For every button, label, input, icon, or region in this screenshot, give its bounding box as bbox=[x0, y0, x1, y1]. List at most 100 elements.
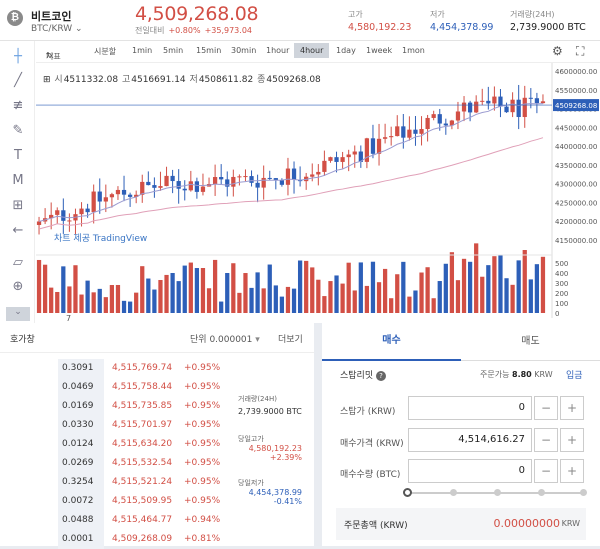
ask-row[interactable]: 0.0072 4,515,509.95 +0.95% bbox=[58, 492, 223, 511]
fullscreen-icon[interactable]: ⛶ bbox=[576, 44, 585, 58]
slider-mark-25[interactable] bbox=[450, 489, 457, 496]
candle-body bbox=[498, 96, 503, 107]
quantity-input[interactable]: 0 bbox=[408, 459, 532, 483]
candle-body bbox=[370, 138, 376, 154]
candle-body bbox=[134, 194, 139, 197]
ask-pct: +0.95% bbox=[184, 420, 221, 430]
candle-body bbox=[291, 168, 297, 180]
order-type-selector[interactable]: 스탑리밋 ? bbox=[340, 368, 386, 381]
candle-body bbox=[431, 114, 436, 118]
candle-body bbox=[334, 157, 339, 162]
volume-bar bbox=[267, 264, 272, 313]
tab-buy[interactable]: 매수 bbox=[322, 323, 461, 361]
ruler-icon[interactable]: ▱ bbox=[13, 255, 23, 270]
slider-mark-100[interactable] bbox=[580, 489, 587, 496]
ask-row[interactable]: 0.3254 4,515,521.24 +0.95% bbox=[58, 473, 223, 492]
orderbook-panel: 호가창 단위 0.000001 ▾ 더보기 0.3091 4,515,769.74… bbox=[0, 323, 314, 549]
change-pct: +0.80% bbox=[168, 26, 201, 35]
volume-bar bbox=[261, 288, 266, 313]
stop-minus-button[interactable]: − bbox=[534, 396, 558, 420]
volume-bar bbox=[516, 260, 521, 313]
pattern-icon[interactable]: M bbox=[12, 173, 24, 188]
volume-bar bbox=[188, 262, 193, 313]
price-chart[interactable]: ┼ ╱ ≢ ✎ T M ⊞ ← ▱ ⊕ ⌄ fx 지표 시분할 1min 5mi… bbox=[0, 41, 600, 323]
fib-icon[interactable]: ≢ bbox=[12, 98, 24, 113]
candle-body bbox=[346, 154, 351, 158]
ask-row[interactable]: 0.0124 4,515,634.20 +0.95% bbox=[58, 435, 223, 454]
ask-pct: +0.95% bbox=[184, 477, 221, 487]
measure-icon[interactable]: ⊞ bbox=[12, 198, 24, 213]
candle-body bbox=[79, 208, 84, 215]
tab-sell[interactable]: 매도 bbox=[521, 336, 540, 347]
price-plus-button[interactable]: + bbox=[560, 428, 584, 452]
sum-vol: 2,739.9000 BTC bbox=[238, 407, 302, 416]
qty-plus-button[interactable]: + bbox=[560, 459, 584, 483]
interval-1week[interactable]: 1week bbox=[366, 46, 393, 55]
ask-row[interactable]: 0.0488 4,515,464.77 +0.94% bbox=[58, 511, 223, 530]
interval-1hour[interactable]: 1hour bbox=[266, 46, 290, 55]
zoom-icon[interactable]: ⊕ bbox=[12, 279, 24, 294]
candle-body bbox=[480, 100, 485, 102]
more-button[interactable]: 더보기 bbox=[278, 335, 303, 345]
pair-selector[interactable]: BTC/KRW ⌄ bbox=[31, 24, 83, 34]
interval-4hour[interactable]: 4hour bbox=[294, 43, 330, 58]
y-tick-label: 4450000.00 bbox=[555, 124, 597, 132]
candle-body bbox=[49, 214, 54, 219]
unit-selector[interactable]: 단위 0.000001 ▾ bbox=[190, 332, 260, 345]
ask-row[interactable]: 0.0469 4,515,758.44 +0.95% bbox=[58, 378, 223, 397]
candle-body bbox=[121, 189, 127, 195]
interval-1mon[interactable]: 1mon bbox=[402, 46, 425, 55]
interval-5min[interactable]: 5min bbox=[163, 46, 184, 55]
price-minus-button[interactable]: − bbox=[534, 428, 558, 452]
candle-body bbox=[182, 188, 187, 191]
volume-bar bbox=[97, 288, 102, 313]
ask-qty: 0.0469 bbox=[58, 378, 104, 397]
candle-body bbox=[103, 197, 108, 202]
deposit-link[interactable]: 입금 bbox=[566, 371, 583, 381]
interval-30min[interactable]: 30min bbox=[231, 46, 257, 55]
ask-row[interactable]: 0.0169 4,515,735.85 +0.95% bbox=[58, 397, 223, 416]
text-icon[interactable]: T bbox=[14, 148, 22, 163]
ask-pct: +0.81% bbox=[184, 534, 221, 544]
slider-handle[interactable] bbox=[403, 488, 412, 497]
volume-bar bbox=[237, 292, 242, 313]
ask-row[interactable]: 0.3091 4,515,769.74 +0.95% bbox=[58, 359, 223, 378]
stop-price-row: 스탑가 (KRW) 0 − + bbox=[322, 396, 600, 424]
settings-icon[interactable]: ⚙ bbox=[552, 44, 563, 58]
interval-1min[interactable]: 1min bbox=[132, 46, 153, 55]
stop-plus-button[interactable]: + bbox=[560, 396, 584, 420]
collapse-icon[interactable]: ⌄ bbox=[6, 307, 30, 321]
low-label: 저 bbox=[189, 75, 198, 85]
ask-row[interactable]: 0.0001 4,509,268.09 +0.81% bbox=[58, 530, 223, 549]
slider-mark-75[interactable] bbox=[538, 489, 545, 496]
candle-body bbox=[55, 210, 60, 215]
trendline-icon[interactable]: ╱ bbox=[14, 73, 22, 88]
help-icon[interactable]: ? bbox=[376, 371, 386, 381]
ask-row[interactable]: 0.0330 4,515,701.97 +0.95% bbox=[58, 416, 223, 435]
stop-price-input[interactable]: 0 bbox=[408, 396, 532, 420]
crosshair-icon[interactable]: ┼ bbox=[14, 49, 22, 64]
volume-bar bbox=[467, 261, 473, 313]
qty-minus-button[interactable]: − bbox=[534, 459, 558, 483]
quantity-slider[interactable] bbox=[403, 488, 587, 497]
volume-bar bbox=[212, 259, 218, 313]
ask-qty: 0.0330 bbox=[58, 416, 104, 435]
ask-row[interactable]: 0.0269 4,515,532.54 +0.95% bbox=[58, 454, 223, 473]
vol-tick-label: 200 bbox=[555, 290, 568, 298]
interval-1day[interactable]: 1day bbox=[336, 46, 356, 55]
brush-icon[interactable]: ✎ bbox=[12, 123, 24, 138]
buy-price-input[interactable]: 4,514,616.27 bbox=[408, 428, 532, 452]
slider-mark-50[interactable] bbox=[494, 489, 501, 496]
candle-body bbox=[376, 138, 382, 154]
ask-price: 4,509,268.09 bbox=[112, 534, 173, 544]
volume-bar bbox=[73, 265, 78, 313]
interval-15min[interactable]: 15min bbox=[196, 46, 222, 55]
quantity-label: 매수수량 (BTC) bbox=[340, 470, 401, 480]
back-arrow-icon[interactable]: ← bbox=[12, 223, 24, 238]
volume-bar bbox=[480, 276, 485, 313]
low-value: 4,454,378.99 bbox=[430, 22, 494, 33]
y-tick-label: 4350000.00 bbox=[555, 162, 597, 170]
open-value: 4511332.08 bbox=[63, 75, 119, 85]
total-row: 주문총액 (KRW) 0.00000000 KRW bbox=[336, 508, 586, 540]
tick-button[interactable]: 시분할 bbox=[94, 47, 117, 56]
